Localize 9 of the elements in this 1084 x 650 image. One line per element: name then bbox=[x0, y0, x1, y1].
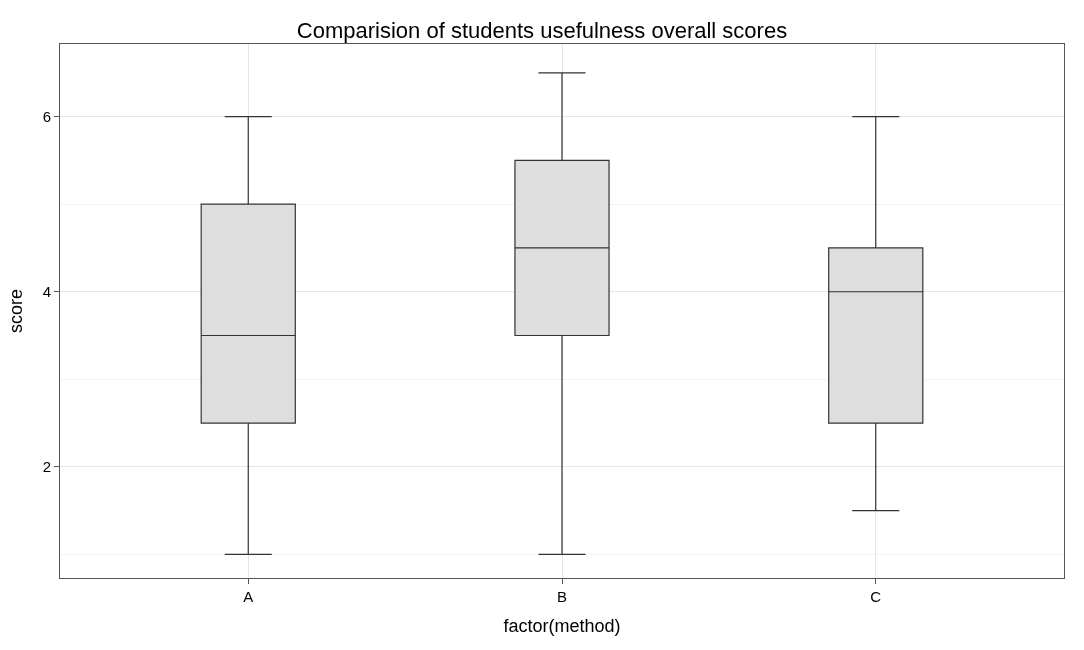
y-tick-label: 2 bbox=[42, 458, 51, 476]
x-tick-label: B bbox=[556, 588, 568, 605]
x-tick-label: A bbox=[243, 588, 254, 605]
x-axis-title: factor(method) bbox=[503, 616, 621, 637]
y-tick-label: 4 bbox=[42, 282, 51, 300]
y-axis-title: score bbox=[5, 288, 26, 334]
chart-title: Comparision of students usefulness overall scores bbox=[296, 18, 788, 44]
x-tick-label: C bbox=[870, 588, 882, 605]
y-tick-label: 6 bbox=[42, 107, 51, 125]
